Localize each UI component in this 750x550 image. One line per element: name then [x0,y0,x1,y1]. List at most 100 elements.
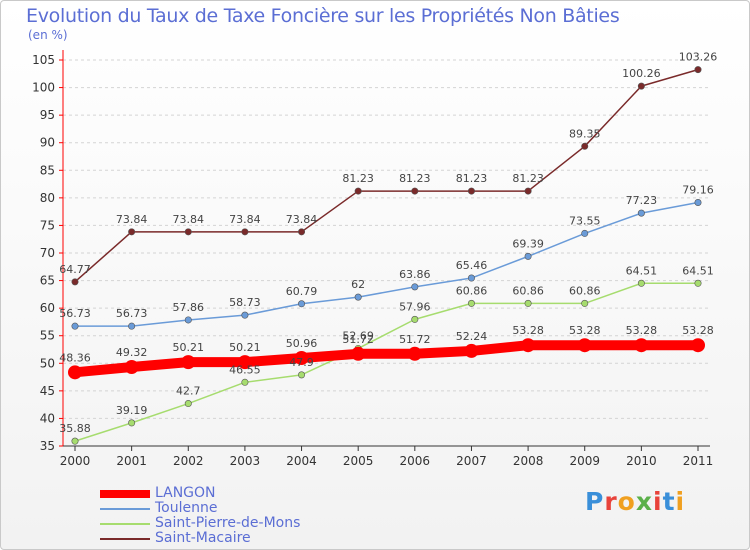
series-line [70,340,703,378]
data-label: 81.23 [512,172,544,185]
data-point [128,228,136,236]
data-label: 64.77 [59,263,91,276]
y-tick-label: 60 [40,301,55,315]
data-label: 60.86 [569,284,601,297]
logo-letter: P [585,487,605,516]
data-point [294,350,309,365]
data-point [524,299,532,307]
data-point [694,198,702,206]
data-point [68,365,82,380]
data-label: 62 [351,278,365,291]
data-label: 73.84 [286,213,318,226]
data-label: 77.23 [626,194,658,207]
data-label: 73.84 [116,213,148,226]
data-label: 52.69 [342,329,374,342]
data-point [581,142,589,150]
y-tick-label: 90 [40,136,55,150]
data-label: 73.55 [569,214,601,227]
data-label: 53.28 [626,324,658,337]
proxiti-logo: Proxiti [585,487,685,516]
data-label: 47.9 [289,356,314,369]
legend-swatch [100,538,150,540]
x-tick-label: 2004 [286,454,317,468]
data-label: 63.86 [399,268,431,281]
data-label: 42.7 [176,385,201,398]
data-point [694,66,702,74]
data-point [354,187,362,195]
data-point [467,274,475,282]
data-label: 73.84 [229,213,261,226]
logo-letter: i [653,487,663,516]
x-tick-label: 2000 [60,454,91,468]
data-point [298,228,306,236]
y-tick-label: 95 [40,108,55,122]
legend-label: Toulenne [155,500,218,516]
logo-letter: r [604,487,618,516]
data-point [581,299,589,307]
data-label: 64.51 [626,264,658,277]
y-tick-label: 100 [32,81,55,95]
data-label: 69.39 [512,237,544,250]
y-tick-label: 45 [40,384,55,398]
data-label: 100.26 [622,67,661,80]
data-point [298,300,306,308]
x-tick-label: 2010 [626,454,657,468]
data-point [524,252,532,260]
data-point [464,343,479,358]
data-label: 60.86 [512,284,544,297]
data-label: 53.28 [512,324,544,337]
data-label: 52.24 [456,330,488,343]
series-line [74,201,699,327]
legend-swatch [100,523,150,525]
data-point [637,82,645,90]
data-point [184,400,192,408]
x-tick-label: 2009 [569,454,600,468]
data-point [411,315,419,323]
data-point [354,293,362,301]
data-point [241,228,249,236]
data-point [71,437,79,445]
data-label: 73.84 [173,213,205,226]
data-label: 57.96 [399,300,431,313]
data-point [237,355,252,370]
logo-letter: o [617,487,636,516]
data-label: 58.73 [229,296,261,309]
y-tick-label: 40 [40,411,55,425]
data-label: 81.23 [342,172,374,185]
y-tick-label: 50 [40,356,55,370]
x-tick-label: 2002 [173,454,204,468]
data-point [184,316,192,324]
data-point [407,346,422,361]
data-label: 89.35 [569,127,601,140]
data-point [637,279,645,287]
y-tick-label: 65 [40,274,55,288]
data-point [351,346,366,361]
data-point [411,283,419,291]
data-label: 81.23 [456,172,488,185]
data-label: 51.72 [342,333,374,346]
x-tick-label: 2006 [400,454,431,468]
logo-letter: t [662,487,676,516]
data-point [128,322,136,330]
data-label: 49.32 [116,346,148,359]
data-label: 57.86 [173,301,205,314]
legend-swatch [100,490,150,498]
chart-title: Evolution du Taux de Taxe Foncière sur l… [26,5,620,27]
data-label: 48.36 [59,351,91,364]
data-label: 79.16 [682,183,714,196]
data-point [577,338,592,353]
legend-swatch [100,508,150,510]
x-tick-label: 2003 [230,454,261,468]
data-point [128,419,136,427]
data-point [124,360,139,375]
data-label: 103.26 [679,51,718,64]
data-label: 60.79 [286,285,318,298]
data-label: 56.73 [59,307,91,320]
data-point [298,371,306,379]
y-tick-label: 85 [40,163,55,177]
data-point [581,229,589,237]
data-point [521,338,536,353]
data-label: 81.23 [399,172,431,185]
data-label: 35.88 [59,422,91,435]
